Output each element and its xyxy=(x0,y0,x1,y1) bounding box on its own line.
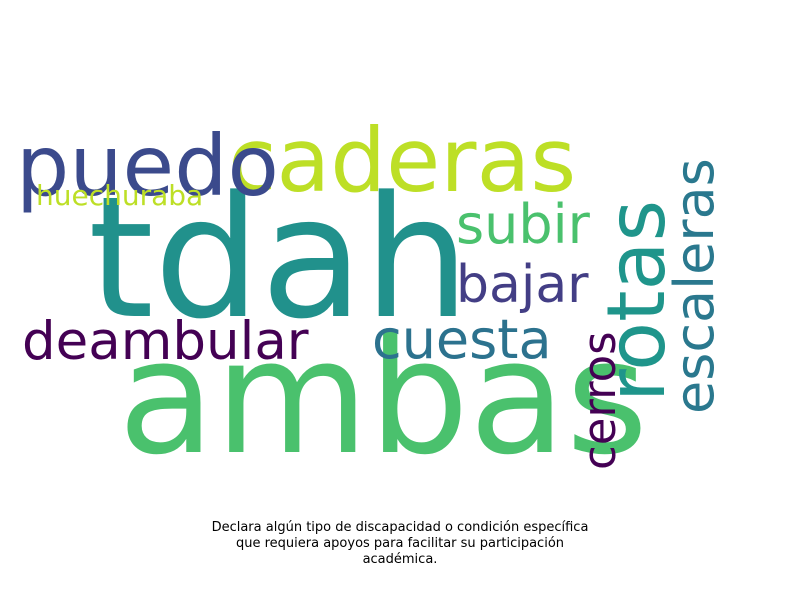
word-ambas: ambas xyxy=(118,306,648,490)
word-bajar: bajar xyxy=(456,255,589,315)
word-deambular: deambular xyxy=(22,311,309,372)
word-tdah: tdah xyxy=(88,160,470,356)
caption-line-1: Declara algún tipo de discapacidad o con… xyxy=(211,520,589,535)
word-huechuraba: huechuraba xyxy=(36,179,203,212)
word-rotas: rotas xyxy=(590,200,683,402)
word-escaleras: escaleras xyxy=(663,158,726,414)
caption-line-2: que requiera apoyos para facilitar su pa… xyxy=(235,536,565,551)
word-puedo: puedo xyxy=(16,117,279,215)
figure-caption: Declara algún tipo de discapacidad o con… xyxy=(100,520,700,568)
caption-line-3: académica. xyxy=(362,552,438,567)
word-cloud: tdah ambas caderas puedo rotas escaleras… xyxy=(16,109,726,490)
word-cerros: cerros xyxy=(573,331,626,470)
word-subir: subir xyxy=(456,193,591,256)
word-cuesta: cuesta xyxy=(372,308,552,371)
word-caderas: caderas xyxy=(228,109,576,212)
